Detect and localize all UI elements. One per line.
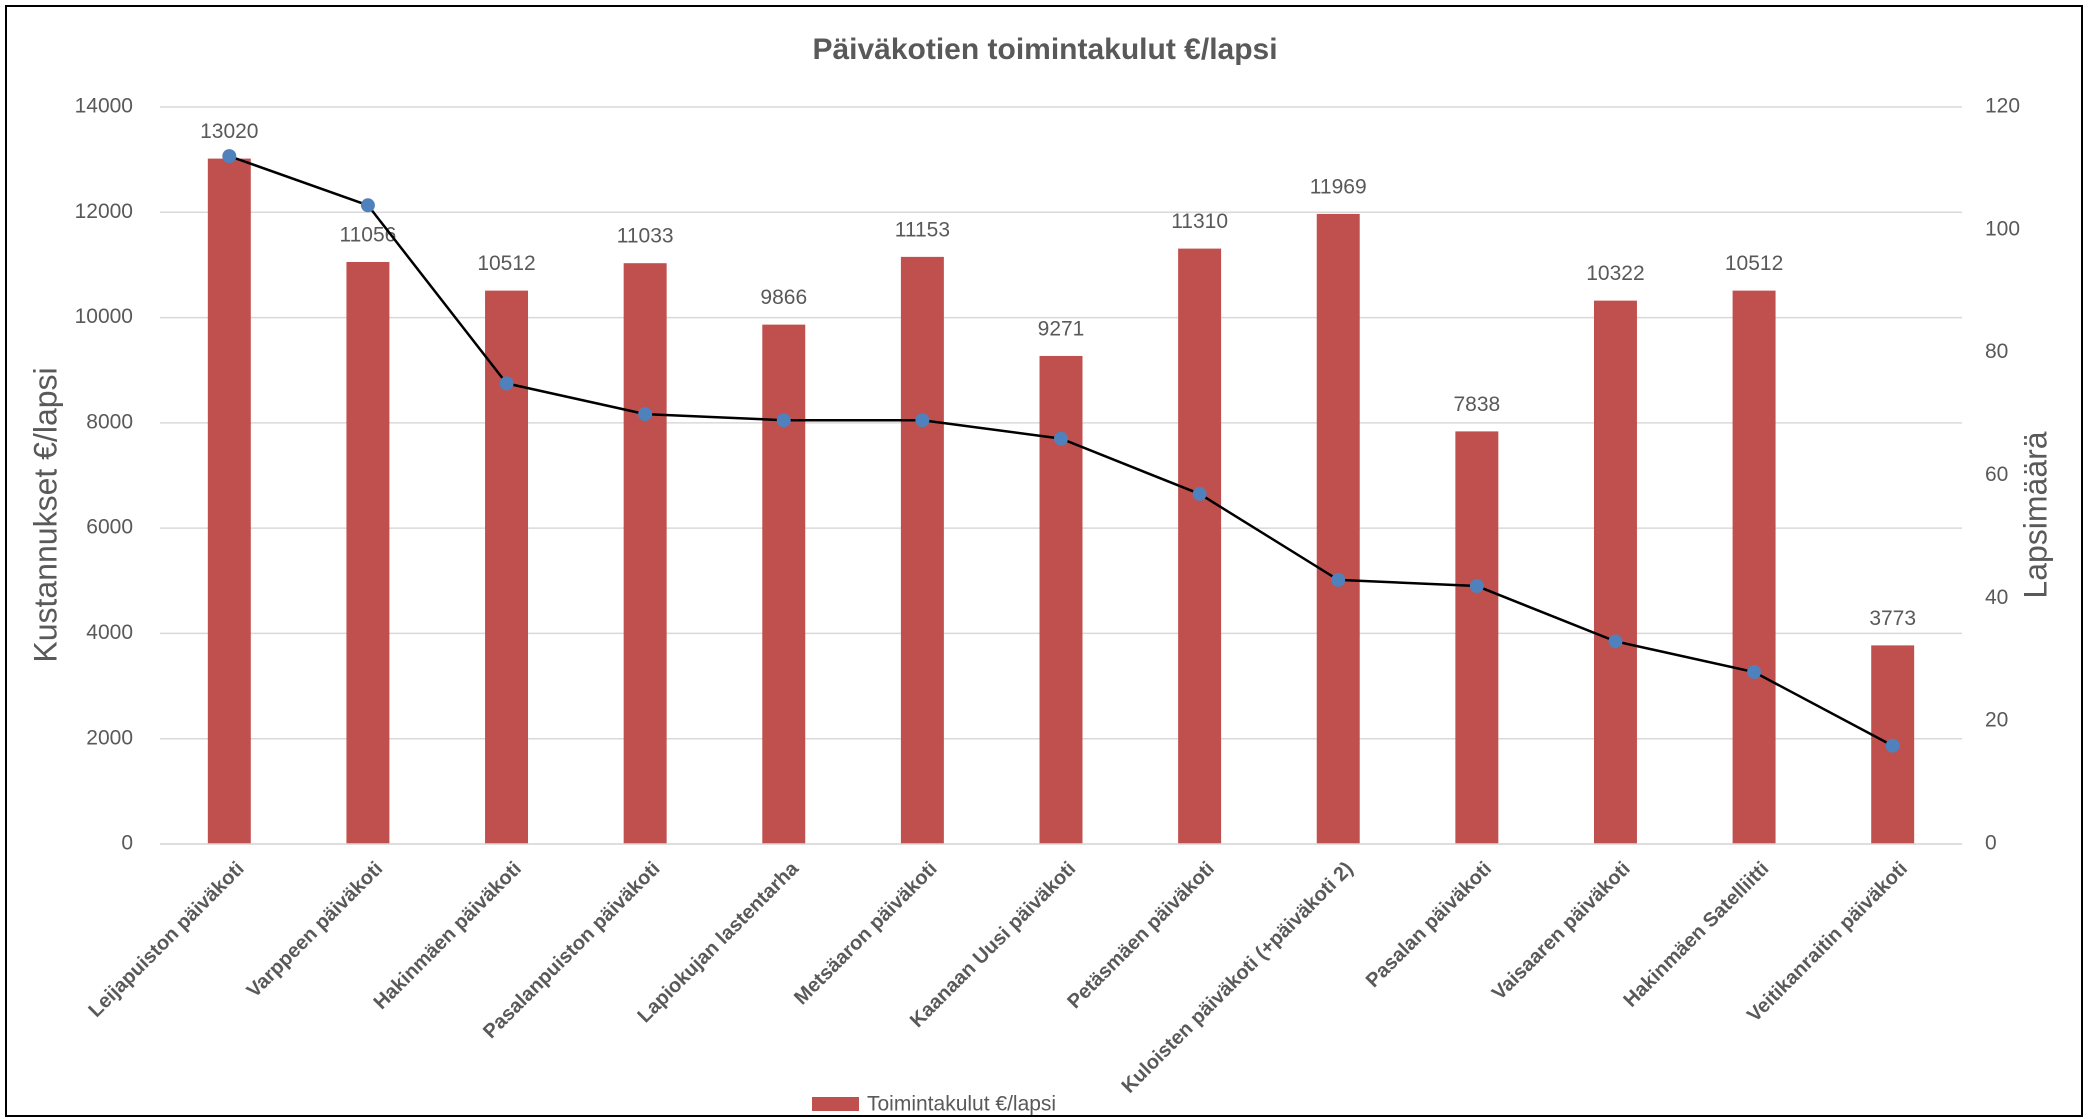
line-marker [1331,572,1346,587]
bar [1593,300,1637,844]
data-label: 11969 [1310,175,1367,198]
line-marker [638,407,653,422]
y2-tick-label: 40 [1985,586,2008,609]
data-label: 9271 [1038,317,1085,340]
bar [1455,431,1499,844]
y-tick-label: 12000 [75,200,133,223]
chart-title: Päiväkotien toimintakulut €/lapsi [812,33,1277,66]
bar [762,324,806,844]
y2-tick-label: 0 [1985,832,1997,855]
data-label: 10512 [477,252,535,275]
bar [1178,248,1222,845]
y2-tick-label: 80 [1985,340,2008,363]
y-axis-title: Kustannukset €/lapsi [27,367,63,662]
bar [623,263,667,844]
y-tick-label: 2000 [86,726,133,749]
y-tick-label: 14000 [75,95,133,118]
legend-label: Toimintakulut €/lapsi [867,1093,1056,1116]
y-tick-label: 4000 [86,621,133,644]
line-marker [222,149,237,164]
legend-swatch [812,1097,859,1111]
line-marker [1469,579,1484,594]
line-marker [915,413,930,428]
data-label: 13020 [200,120,258,143]
y-tick-label: 6000 [86,516,133,539]
bar [900,256,944,844]
bar [485,290,529,844]
y2-axis-title: Lapsimäärä [2017,431,2053,598]
line-marker [1192,486,1207,501]
bar [1316,213,1360,844]
line-marker [1608,634,1623,649]
bar [1039,355,1083,844]
line-marker [776,413,791,428]
y2-tick-label: 20 [1985,709,2008,732]
y-tick-label: 10000 [75,305,133,328]
data-label: 7838 [1453,393,1500,416]
y2-tick-label: 120 [1985,95,2020,118]
data-label: 11310 [1171,210,1228,233]
y2-tick-label: 60 [1985,463,2008,486]
line-marker [1885,738,1900,753]
data-label: 10512 [1725,252,1783,275]
bar [207,158,251,845]
bar [1732,290,1776,844]
data-label: 11033 [617,225,674,248]
line-marker [1054,431,1068,446]
y-tick-label: 8000 [86,410,133,433]
y2-tick-label: 100 [1985,217,2020,240]
data-label: 11153 [895,218,950,241]
line-marker [1747,665,1762,680]
data-label: 11056 [340,224,397,247]
data-label: 10322 [1586,262,1644,285]
y-tick-label: 0 [121,832,133,855]
line-marker [360,198,375,213]
bar [346,261,390,844]
data-label: 3773 [1869,607,1916,630]
line-marker [499,376,514,391]
data-label: 9866 [760,286,807,309]
